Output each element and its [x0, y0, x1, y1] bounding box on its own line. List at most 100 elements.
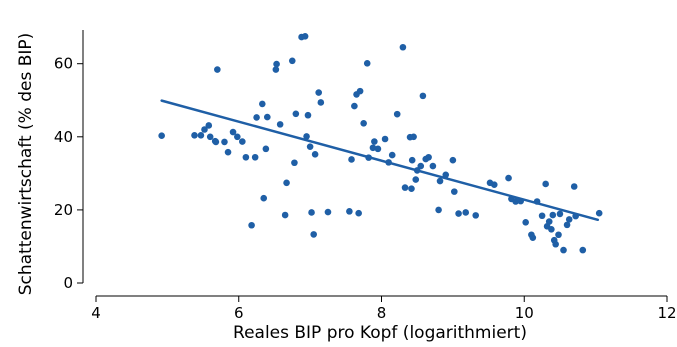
data-point — [435, 206, 442, 214]
data-point — [419, 92, 427, 100]
data-point — [374, 145, 382, 153]
data-points — [158, 32, 603, 254]
data-point — [455, 210, 462, 217]
x-tick-label: 8 — [377, 304, 387, 322]
x-tick-label: 12 — [657, 304, 676, 322]
data-point — [490, 181, 498, 188]
x-axis: 4 6 8 10 12 — [91, 295, 677, 322]
data-point — [304, 111, 312, 119]
data-point — [522, 219, 529, 226]
data-point — [451, 188, 458, 195]
data-point — [221, 138, 228, 146]
data-point — [272, 66, 280, 73]
data-point — [281, 211, 289, 219]
data-point — [212, 138, 220, 146]
x-ticks: 4 6 8 10 12 — [91, 296, 677, 322]
y-tick-label: 20 — [54, 201, 73, 219]
data-point — [442, 171, 450, 179]
data-point — [158, 132, 165, 140]
data-point — [229, 128, 237, 136]
data-point — [264, 113, 271, 121]
data-point — [348, 156, 355, 163]
data-point — [214, 66, 221, 73]
data-point — [565, 216, 573, 223]
data-point — [234, 133, 241, 141]
x-axis-label: Reales BIP pro Kopf (logarithmiert) — [233, 323, 527, 343]
data-point — [292, 110, 300, 118]
data-point — [363, 60, 371, 67]
data-point — [324, 208, 332, 216]
data-point — [542, 180, 549, 188]
data-point — [283, 179, 290, 187]
data-point — [239, 138, 246, 145]
data-point — [306, 143, 314, 150]
data-point — [472, 212, 480, 219]
data-point — [251, 153, 259, 161]
data-point — [301, 32, 309, 40]
data-point — [436, 177, 444, 185]
data-point — [253, 114, 260, 121]
data-point — [201, 126, 208, 133]
data-point — [393, 110, 401, 118]
data-point — [205, 122, 213, 129]
data-point — [288, 57, 296, 65]
data-point — [248, 221, 255, 229]
data-point — [206, 133, 214, 141]
data-point — [462, 209, 470, 216]
data-point — [505, 174, 512, 182]
x-tick-label: 4 — [91, 304, 101, 322]
data-point — [399, 43, 407, 51]
data-point — [317, 99, 325, 106]
data-point — [356, 87, 364, 95]
data-point — [401, 184, 409, 191]
x-tick-label: 6 — [234, 304, 244, 322]
data-point — [570, 183, 578, 190]
data-point — [311, 151, 319, 158]
data-point — [412, 176, 420, 183]
data-point — [355, 209, 362, 217]
data-point — [273, 60, 280, 68]
data-point — [351, 102, 358, 110]
data-point — [408, 185, 415, 193]
data-point — [595, 209, 603, 217]
data-point — [429, 162, 437, 170]
data-point — [369, 144, 377, 152]
data-point — [425, 153, 432, 161]
data-point — [579, 246, 587, 254]
data-point — [381, 135, 389, 143]
data-point — [529, 234, 537, 241]
data-point — [262, 145, 270, 153]
data-point — [197, 132, 205, 139]
data-point — [291, 159, 298, 167]
y-tick-label: 0 — [63, 274, 73, 292]
y-axis-label: Schattenwirtschaft (% des BIP) — [16, 33, 36, 296]
data-point — [552, 240, 559, 248]
data-point — [410, 133, 417, 141]
data-point — [545, 218, 553, 225]
data-point — [224, 148, 232, 156]
y-tick-label: 40 — [54, 128, 73, 146]
data-point — [549, 211, 557, 219]
y-ticks: 0 20 40 60 — [54, 55, 83, 292]
data-point — [242, 153, 250, 161]
y-tick-label: 60 — [54, 55, 73, 73]
data-point — [191, 132, 198, 139]
x-tick-label: 10 — [515, 304, 534, 322]
data-point — [371, 138, 378, 145]
data-point — [360, 119, 367, 127]
data-point — [538, 212, 546, 220]
data-point — [449, 156, 457, 164]
data-point — [315, 89, 322, 96]
data-point — [417, 162, 425, 170]
y-axis: 0 20 40 60 — [54, 30, 84, 292]
data-point — [512, 198, 519, 205]
data-point — [560, 246, 567, 254]
data-point — [303, 133, 310, 140]
data-point — [276, 121, 284, 128]
data-point — [548, 225, 555, 233]
data-point — [346, 208, 353, 215]
data-point — [388, 151, 396, 159]
data-point — [310, 231, 317, 238]
data-point — [408, 156, 416, 164]
